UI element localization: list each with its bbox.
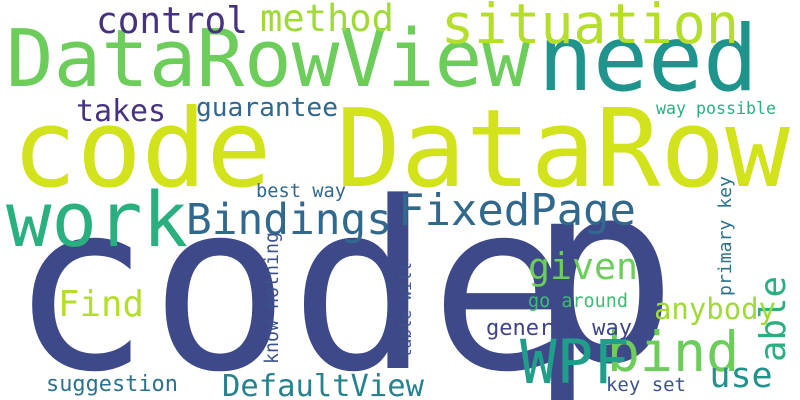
word-code: code	[10, 151, 570, 400]
word-primary-key: primary key	[714, 176, 736, 296]
word-key-set: key set	[606, 373, 686, 396]
word-table-will: table will	[396, 262, 416, 358]
word-work: work	[6, 176, 188, 265]
word-control: control	[96, 0, 248, 42]
word-suggestion: suggestion	[46, 372, 178, 398]
word-way-possible: way possible	[656, 98, 776, 118]
word-situation: situation	[440, 0, 739, 56]
word-need: need	[538, 5, 758, 113]
word-best-way: best way	[255, 180, 346, 202]
word-use: use	[709, 355, 773, 396]
word-anybody: anybody	[654, 291, 776, 326]
word-takes: takes	[76, 94, 166, 130]
word-defaultview: DefaultView	[222, 368, 424, 400]
word-generic-way: generic way	[485, 315, 632, 341]
word-bind: bind	[606, 319, 740, 384]
word-wpf: WPF	[520, 326, 630, 398]
word-guarantee: guarantee	[196, 92, 338, 123]
word-know-nothing: know nothing	[261, 232, 283, 364]
word-fixedpage: FixedPage	[398, 185, 636, 237]
word-find: Find	[58, 284, 144, 326]
word-method: method	[260, 0, 394, 41]
word-go-around: go around	[528, 290, 628, 312]
word-code-datarow: code DataRow	[11, 87, 790, 213]
word-bindings: Bindings	[186, 194, 392, 245]
word-datarowview: DataRowView	[6, 13, 530, 106]
word-p: p	[528, 129, 678, 400]
word-given: given	[528, 244, 638, 288]
